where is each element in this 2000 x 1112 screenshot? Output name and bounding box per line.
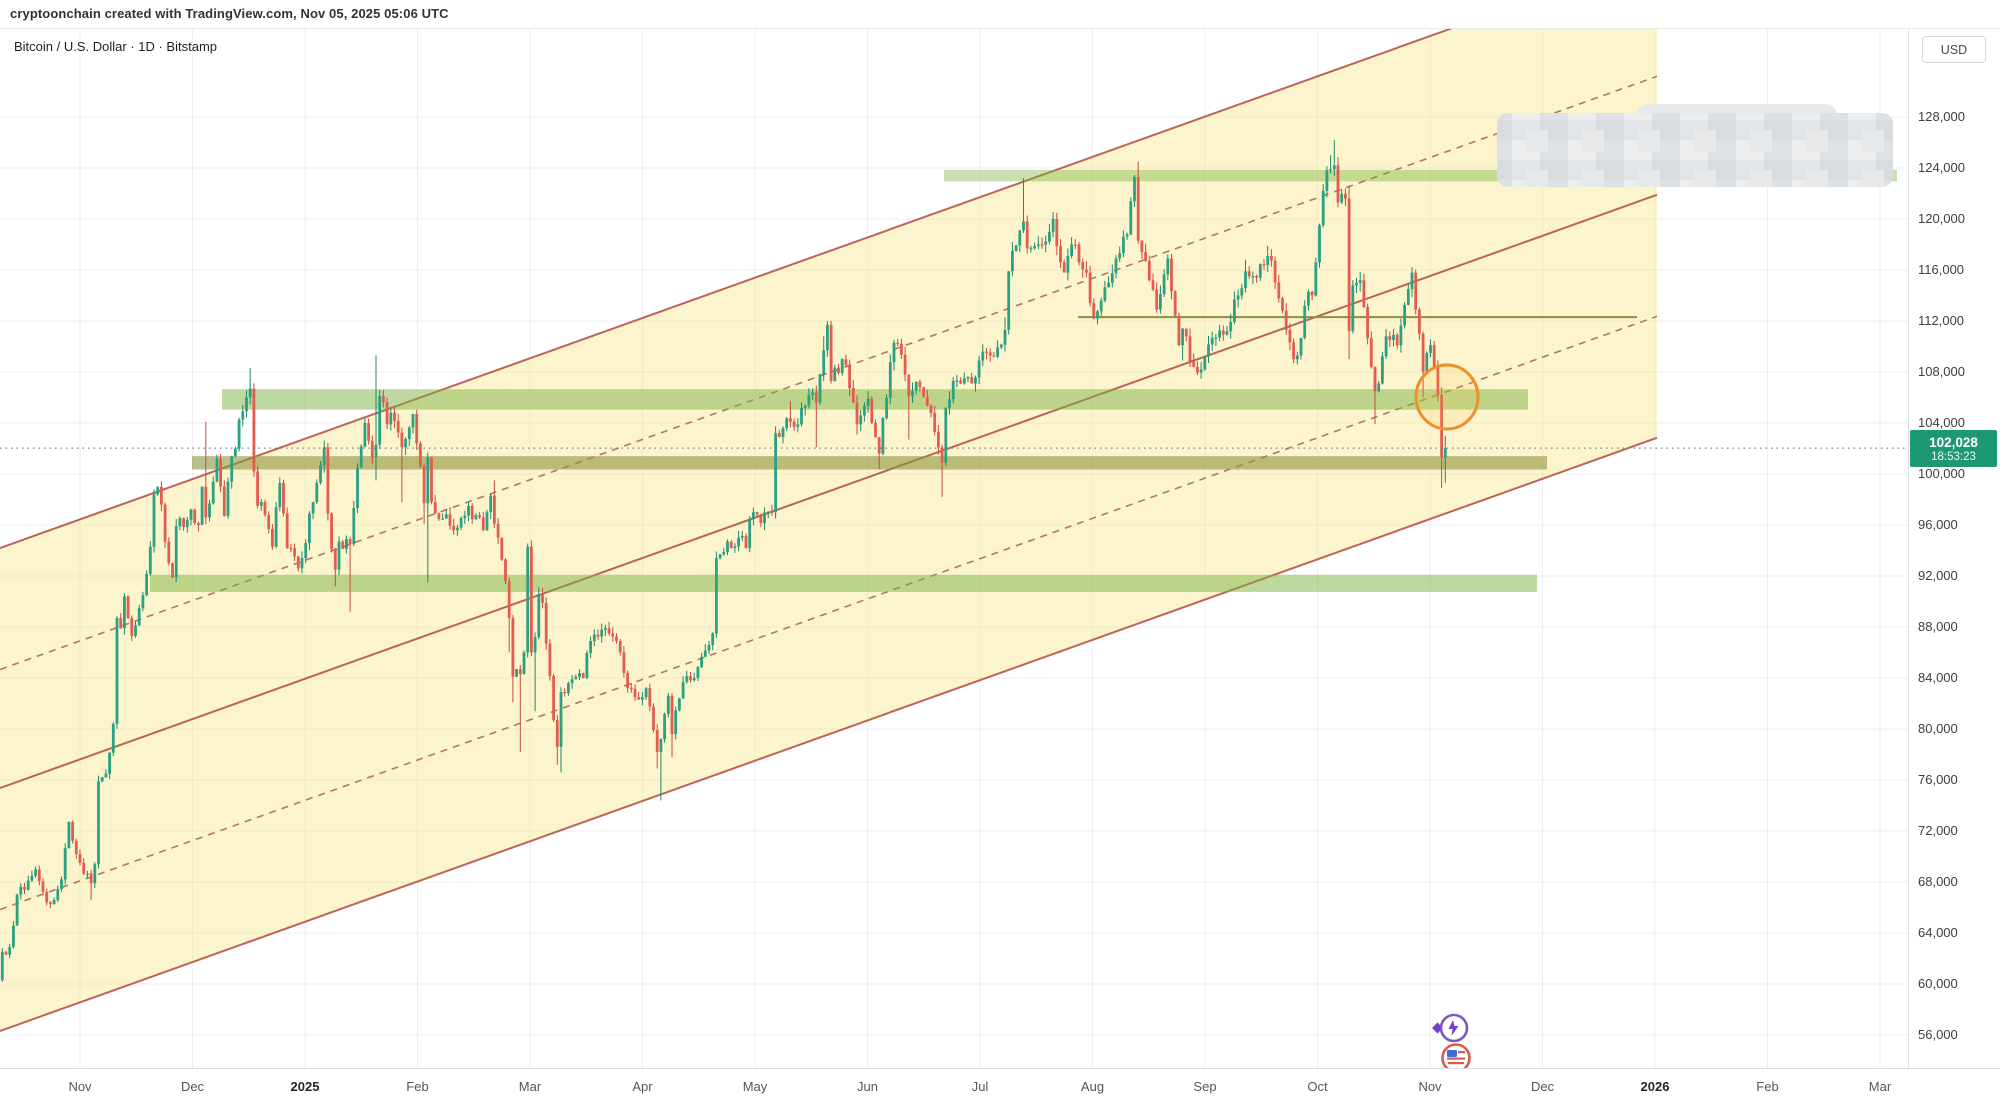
time-tick-label: May: [742, 1079, 768, 1094]
time-tick-label: Apr: [632, 1079, 653, 1094]
price-tick-label: 124,000: [1918, 160, 1965, 175]
lightning-event-icon[interactable]: [1432, 1013, 1469, 1043]
watermark-text: cryptoonchain created with TradingView.c…: [10, 6, 449, 21]
price-axis[interactable]: 56,000 60,000 64,000 68,000 72,000 76,000 80,0…: [1908, 28, 2000, 1068]
last-price-badge: 102,028 18:53:23: [1910, 430, 1997, 468]
symbol-legend-text: Bitcoin / U.S. Dollar · 1D · Bitstamp: [14, 39, 217, 54]
support-zone-106k: [222, 389, 1528, 410]
time-tick-label: 2025: [290, 1079, 320, 1094]
time-tick-label: Oct: [1307, 1079, 1328, 1094]
last-price: 102,028: [1929, 434, 1978, 450]
support-band-101k: [192, 456, 1547, 470]
price-tick-label: 72,000: [1918, 823, 1958, 838]
time-tick-label: Dec: [180, 1079, 205, 1094]
price-tick-label: 112,000: [1918, 313, 1965, 328]
price-tick-label: 64,000: [1918, 925, 1958, 940]
price-tick-label: 108,000: [1918, 364, 1965, 379]
price-tick-label: 128,000: [1918, 109, 1965, 124]
plot-area[interactable]: [0, 0, 1908, 1072]
time-tick-label: Sep: [1193, 1079, 1217, 1094]
price-tick-label: 92,000: [1918, 568, 1958, 583]
time-tick-label: Nov: [68, 1079, 92, 1094]
time-tick-label: Nov: [1418, 1079, 1442, 1094]
trend-channel[interactable]: [0, 0, 1658, 1032]
price-tick-label: 104,000: [1918, 415, 1965, 430]
time-tick-label: Dec: [1530, 1079, 1555, 1094]
price-tick-label: 100,000: [1918, 466, 1965, 481]
currency-toggle-button[interactable]: USD: [1922, 36, 1986, 63]
time-tick-label: Aug: [1080, 1079, 1105, 1094]
price-tick-label: 80,000: [1918, 721, 1958, 736]
time-axis[interactable]: Nov Dec 2025 Feb Mar Apr May Jun Jul Aug Sep Oct Nov…: [0, 1068, 2000, 1112]
resistance-zone-123k: [944, 169, 1897, 182]
time-tick-label: Jun: [857, 1079, 878, 1094]
price-tick-label: 76,000: [1918, 772, 1958, 787]
price-tick-label: 116,000: [1918, 262, 1965, 277]
redaction-blur: [1497, 104, 1893, 187]
price-tick-label: 96,000: [1918, 517, 1958, 532]
price-tick-label: 60,000: [1918, 976, 1958, 991]
price-tick-label: 120,000: [1918, 211, 1965, 226]
price-tick-label: 56,000: [1918, 1027, 1958, 1042]
price-tick-label: 88,000: [1918, 619, 1958, 634]
price-tick-label: 68,000: [1918, 874, 1958, 889]
time-tick-label: Mar: [1868, 1079, 1892, 1094]
time-tick-label: Jul: [971, 1079, 989, 1094]
symbol-legend[interactable]: Bitcoin / U.S. Dollar · 1D · Bitstamp: [14, 39, 217, 54]
support-zone-92k: [150, 574, 1537, 592]
countdown-timer: 18:53:23: [1931, 450, 1976, 463]
support-resistance-zones[interactable]: [150, 169, 1897, 592]
time-tick-label: 2026: [1640, 1079, 1670, 1094]
candles: [0, 139, 1447, 982]
time-tick-label: Feb: [406, 1079, 429, 1094]
time-tick-label: Mar: [518, 1079, 542, 1094]
watermark-bar: cryptoonchain created with TradingView.c…: [0, 0, 2000, 29]
time-tick-label: Feb: [1756, 1079, 1779, 1094]
price-tick-label: 84,000: [1918, 670, 1958, 685]
highlight-circle[interactable]: [1414, 363, 1480, 431]
flag-event-icon[interactable]: [1441, 1043, 1471, 1072]
